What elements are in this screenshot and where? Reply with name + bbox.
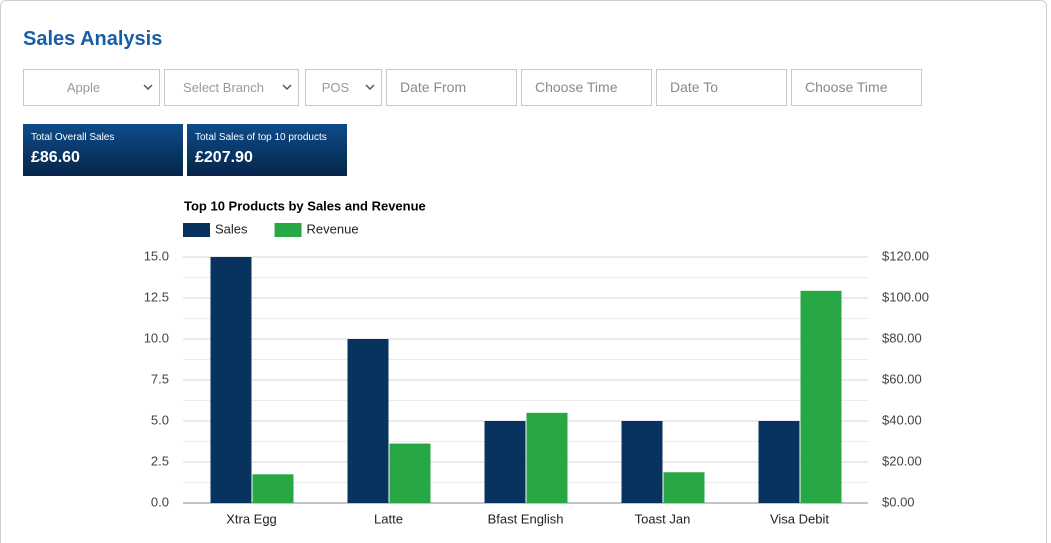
x-tick-label: Xtra Egg xyxy=(226,511,277,526)
y2-tick-label: $100.00 xyxy=(882,289,929,304)
y-tick-label: 5.0 xyxy=(151,412,169,427)
stat-card: Total Overall Sales £86.60 xyxy=(23,124,183,176)
x-tick-label: Toast Jan xyxy=(635,511,691,526)
select[interactable]: Apple xyxy=(23,69,160,106)
y-tick-label: 0.0 xyxy=(151,494,169,509)
y2-tick-label: $0.00 xyxy=(882,494,915,509)
bar xyxy=(347,339,389,503)
y2-tick-label: $60.00 xyxy=(882,371,922,386)
chevron xyxy=(365,84,375,91)
page-title: Sales Analysis xyxy=(23,28,163,50)
y2-tick-label: $20.00 xyxy=(882,453,922,468)
bar xyxy=(389,443,431,503)
chevron xyxy=(143,84,153,91)
legend-label: Sales xyxy=(215,221,248,236)
bar xyxy=(758,421,800,503)
bar xyxy=(663,472,705,503)
y2-tick-label: $80.00 xyxy=(882,330,922,345)
select[interactable]: POS xyxy=(305,69,382,106)
x-tick-label: Latte xyxy=(374,511,403,526)
legend-swatch xyxy=(183,223,210,237)
bar xyxy=(484,421,526,503)
input[interactable]: Choose Time xyxy=(791,69,922,106)
bar xyxy=(621,421,663,503)
select-text: POS xyxy=(321,80,350,95)
stat-value: £86.60 xyxy=(31,149,80,166)
stat-label: Total Sales of top 10 products xyxy=(195,132,327,143)
y-tick-label: 15.0 xyxy=(144,248,169,263)
select[interactable]: Select Branch xyxy=(164,69,299,106)
y-tick-label: 10.0 xyxy=(144,330,169,345)
input[interactable]: Date To xyxy=(656,69,787,106)
chevron xyxy=(282,84,292,91)
chart-title: Top 10 Products by Sales and Revenue xyxy=(184,198,426,213)
y-tick-label: 7.5 xyxy=(151,371,169,386)
input[interactable]: Choose Time xyxy=(521,69,652,106)
x-tick-label: Visa Debit xyxy=(770,511,829,526)
stat-card: Total Sales of top 10 products £207.90 xyxy=(187,124,347,176)
input[interactable]: Date From xyxy=(386,69,517,106)
x-tick-label: Bfast English xyxy=(488,511,564,526)
bar xyxy=(252,474,294,503)
bar xyxy=(800,290,842,503)
y2-tick-label: $40.00 xyxy=(882,412,922,427)
select-text: Select Branch xyxy=(183,80,264,95)
bar xyxy=(210,257,252,503)
stat-label: Total Overall Sales xyxy=(31,132,115,143)
bar xyxy=(526,412,568,503)
y-tick-label: 12.5 xyxy=(144,289,169,304)
select-text: Apple xyxy=(66,80,101,95)
legend-label: Revenue xyxy=(307,221,359,236)
y-tick-label: 2.5 xyxy=(151,453,169,468)
stat-value: £207.90 xyxy=(195,149,253,166)
y2-tick-label: $120.00 xyxy=(882,248,929,263)
legend-swatch xyxy=(274,223,302,237)
